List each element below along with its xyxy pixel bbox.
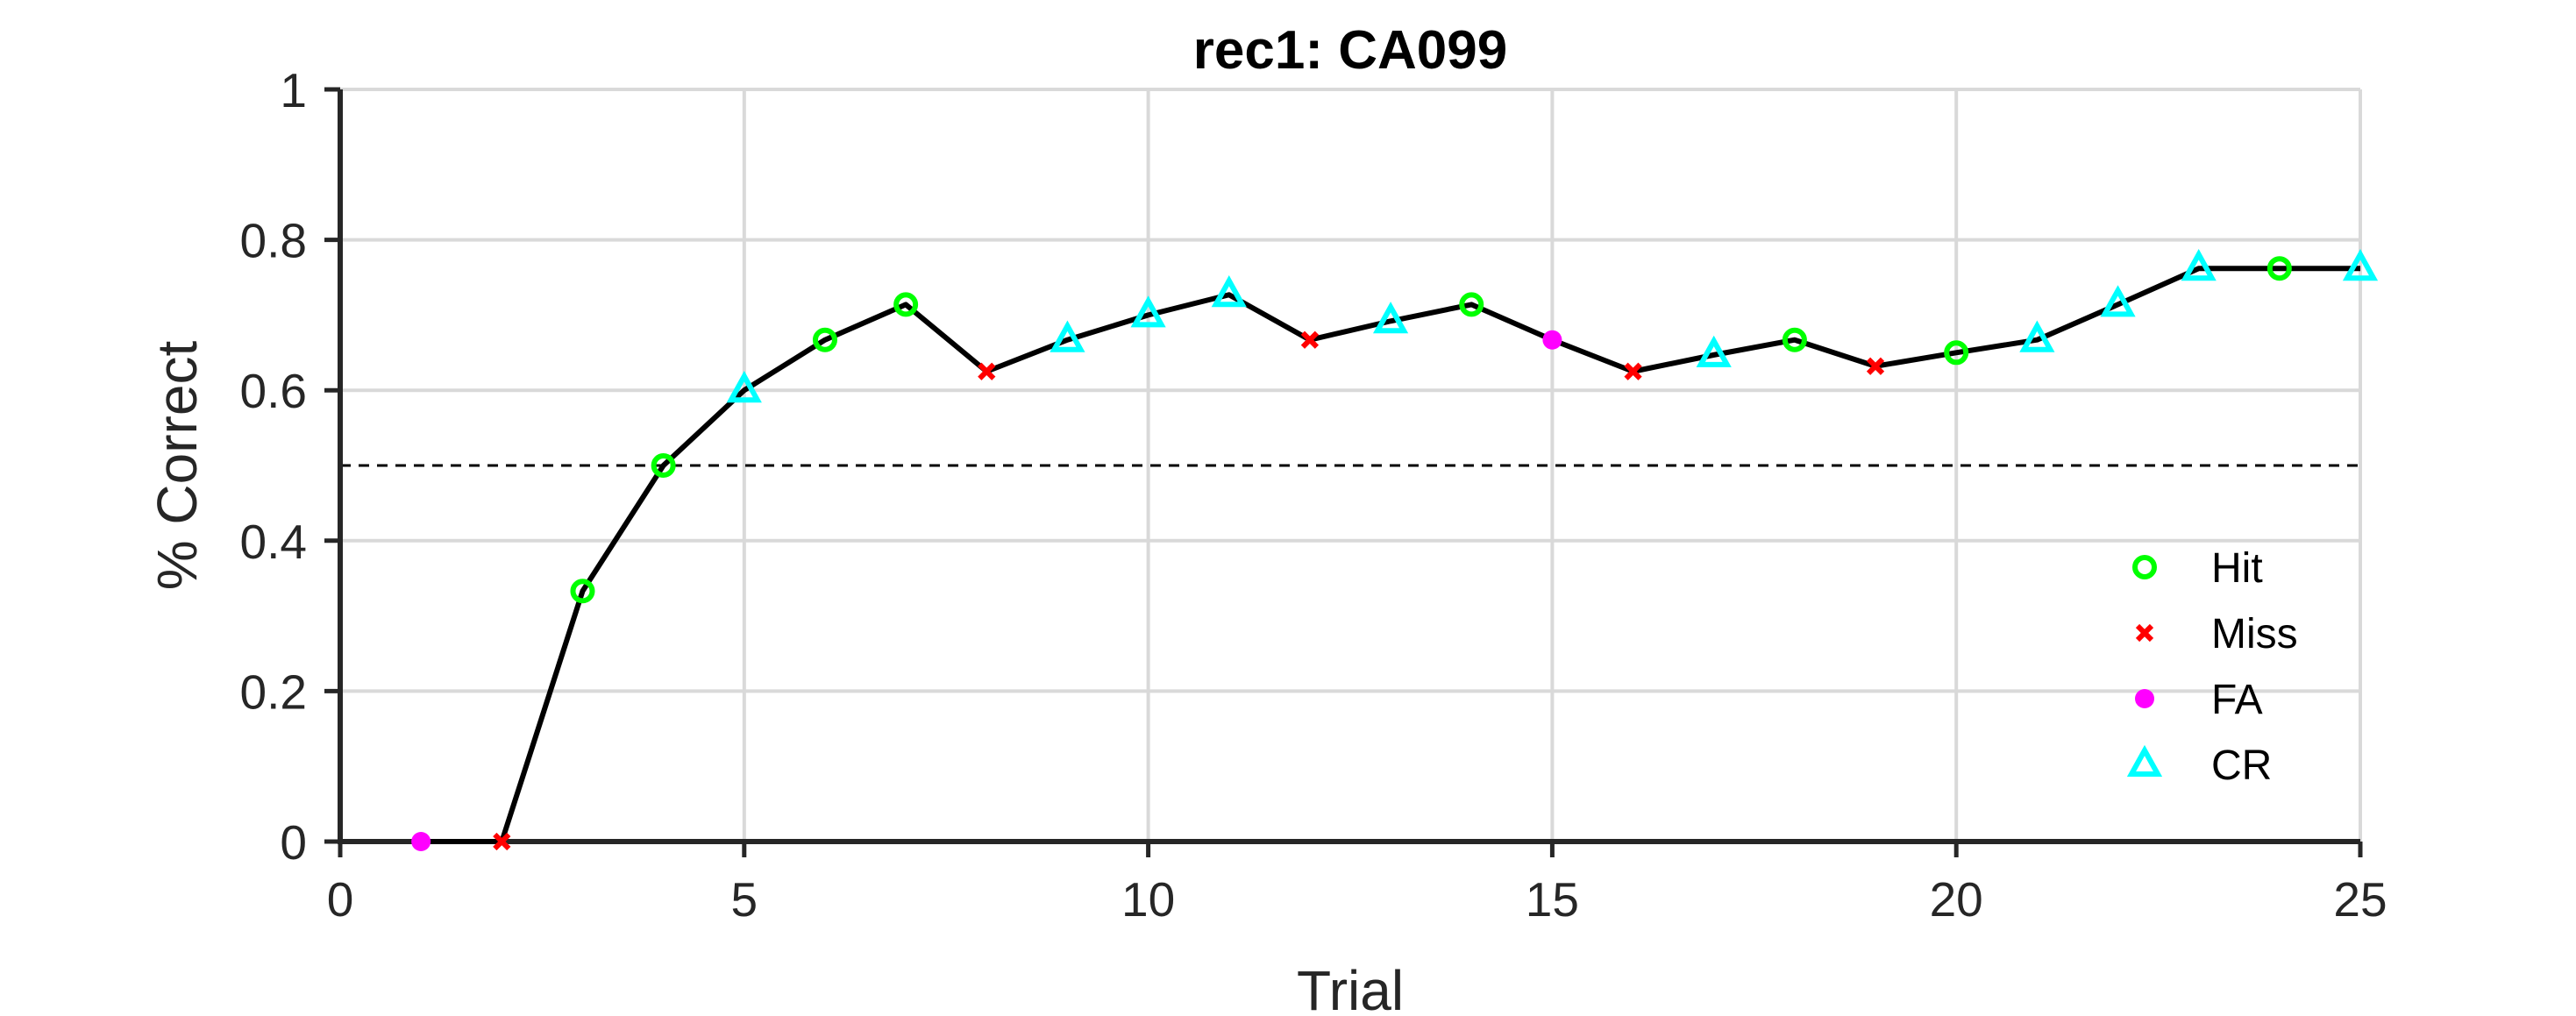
- data-point-cr: [2181, 249, 2217, 281]
- legend-label: Hit: [2211, 545, 2263, 592]
- data-point-cr: [1211, 275, 1247, 308]
- axes: [324, 87, 2363, 857]
- data-point-fa: [1542, 330, 1562, 350]
- data-point-hit: [2266, 256, 2292, 281]
- y-tick-label: 0.4: [240, 515, 307, 569]
- legend-marker-fa: [2135, 689, 2154, 708]
- data-point-cr: [1050, 320, 1085, 352]
- data-point-miss-stroke: [1866, 357, 1885, 375]
- data-point-hit: [1782, 327, 1807, 352]
- legend-label: Miss: [2211, 611, 2298, 657]
- data-point-miss: [978, 362, 996, 380]
- legend-item-cr: CR: [2126, 742, 2272, 789]
- data-point-miss: [493, 832, 511, 851]
- data-point-cr: [1696, 335, 1732, 367]
- legend-marker-hit: [2132, 555, 2157, 579]
- y-tick-label: 0.2: [240, 664, 307, 719]
- legend-marker-miss: [2135, 623, 2154, 643]
- legend-marker-miss-stroke: [2135, 623, 2154, 643]
- data-point-miss-stroke: [1624, 362, 1642, 380]
- data-point-miss-stroke: [978, 362, 996, 380]
- legend-label: CR: [2211, 742, 2272, 789]
- data-point-cr: [2019, 320, 2055, 352]
- y-tick-label: 0.6: [240, 364, 307, 418]
- data-point-cr: [1372, 302, 1409, 334]
- x-tick-label: 15: [1526, 872, 1579, 927]
- y-tick-label: 0: [280, 815, 307, 870]
- legend-item-hit: Hit: [2132, 545, 2263, 592]
- tick-labels: 0 5 10 15 20 25 0 0.2 0.4 0.6 0.8 1: [240, 63, 2387, 927]
- data-point-cr: [2100, 285, 2136, 317]
- data-point-cr: [726, 371, 762, 403]
- data-point-cr: [1130, 295, 1166, 328]
- x-tick-label: 20: [1930, 872, 1983, 927]
- data-point-hit: [812, 327, 837, 352]
- data-point-miss: [1866, 357, 1885, 375]
- data-point-miss-stroke: [1300, 330, 1320, 349]
- series-line: [421, 266, 2360, 844]
- x-tick-label: 25: [2333, 872, 2387, 927]
- legend-item-fa: FA: [2135, 677, 2263, 723]
- chart-title: rec1: CA099: [1193, 20, 1507, 81]
- data-point-miss-stroke: [493, 832, 511, 851]
- y-tick-label: 0.8: [240, 214, 307, 268]
- legend-marker-cr: [2126, 744, 2163, 777]
- data-point-cr: [2342, 249, 2379, 281]
- data-markers: [411, 249, 2379, 851]
- data-point-hit: [1944, 340, 1969, 366]
- y-axis-label: % Correct: [146, 341, 209, 591]
- x-tick-label: 5: [731, 872, 758, 927]
- data-point-hit: [651, 453, 676, 478]
- legend-item-miss: Miss: [2135, 611, 2298, 657]
- legend-label: FA: [2211, 677, 2263, 723]
- data-point-fa: [411, 832, 431, 851]
- x-tick-label: 0: [327, 872, 354, 927]
- data-point-miss: [1300, 330, 1320, 349]
- x-axis-label: Trial: [1297, 959, 1404, 1016]
- data-point-hit: [1459, 292, 1484, 317]
- data-point-hit: [570, 579, 595, 604]
- y-tick-label: 1: [280, 63, 307, 117]
- x-tick-label: 10: [1121, 872, 1175, 927]
- legend: Hit Miss FA CR: [2126, 545, 2298, 789]
- data-point-hit: [893, 292, 919, 317]
- data-point-miss: [1624, 362, 1642, 380]
